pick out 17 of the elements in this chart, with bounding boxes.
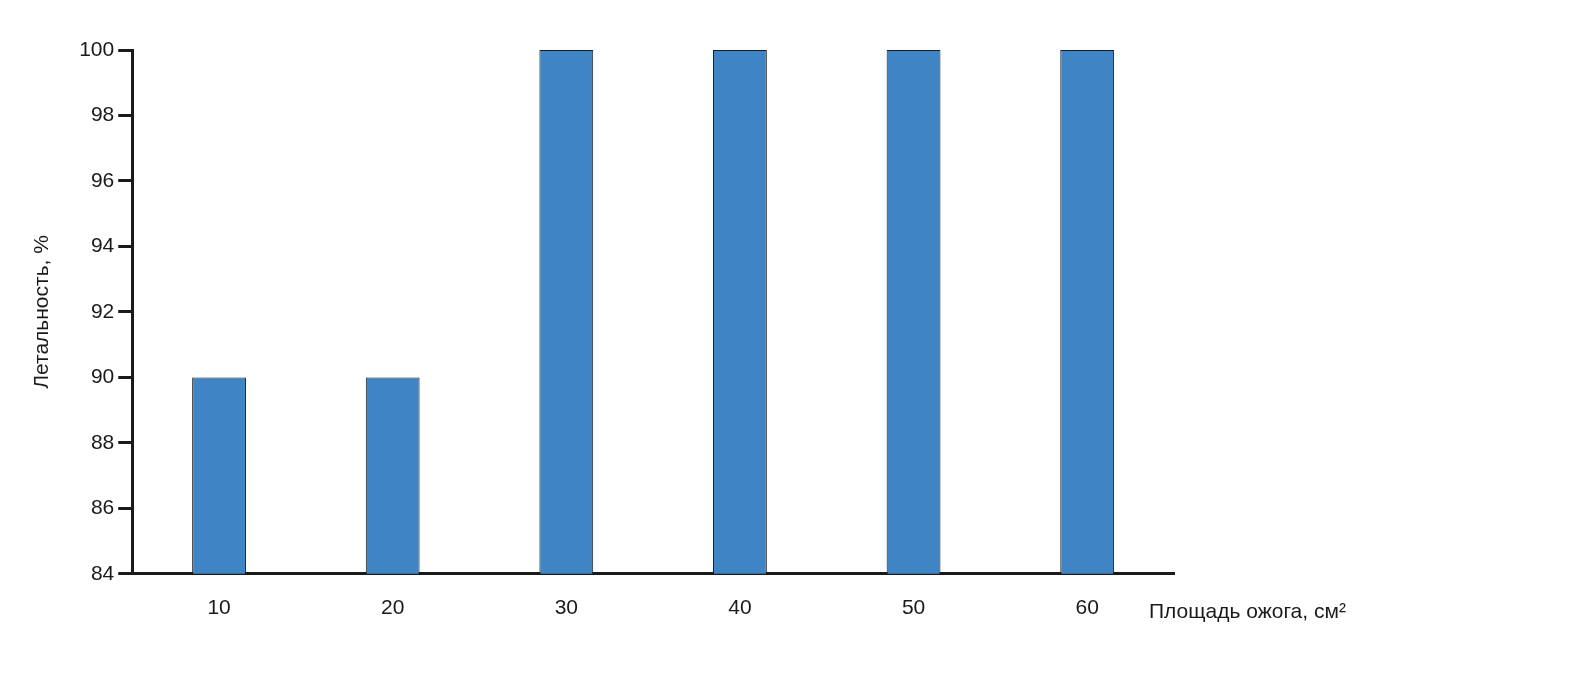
x-tick-label: 60 [1075, 595, 1099, 619]
x-tick-label: 20 [381, 595, 405, 619]
y-tick-label: 88 [90, 429, 115, 453]
y-tick-label: 96 [90, 167, 115, 191]
y-tick-label: 90 [90, 364, 115, 388]
y-tick-label: 94 [90, 233, 115, 257]
y-tick-label: 100 [79, 36, 115, 60]
y-tick-label: 98 [90, 102, 115, 126]
x-tick-label: 30 [554, 595, 578, 619]
x-tick-label: 10 [207, 595, 231, 619]
y-tick-label: 92 [90, 298, 115, 322]
y-tick-label: 84 [90, 560, 115, 584]
x-tick-label: 50 [901, 595, 926, 619]
x-axis-title: Площадь ожога, см² [1149, 598, 1346, 622]
y-tick-label: 86 [90, 495, 115, 519]
x-tick-label: 40 [728, 595, 752, 619]
y-axis-title: Летальность, % [29, 235, 53, 389]
